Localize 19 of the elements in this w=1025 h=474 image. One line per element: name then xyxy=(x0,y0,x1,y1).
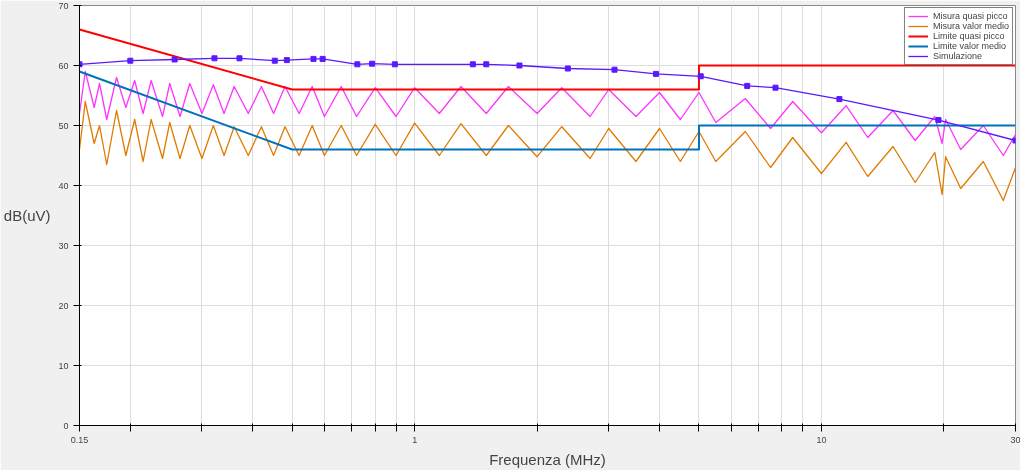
y-tick-label: 20 xyxy=(58,300,69,311)
legend-label: Limite valor medio xyxy=(932,41,1006,51)
y-tick-label: 50 xyxy=(58,120,69,131)
y-tick-label: 40 xyxy=(58,180,69,191)
x-tick-label: 30 xyxy=(1010,434,1021,445)
x-tick-label: 1 xyxy=(412,434,418,445)
legend-label: Misura valor medio xyxy=(932,21,1009,31)
y-tick-label: 0 xyxy=(63,420,69,431)
legend-label: Misura quasi picco xyxy=(932,11,1008,21)
y-tick-label: 60 xyxy=(58,60,69,71)
y-tick-label: 70 xyxy=(58,0,69,11)
y-axis-title: dB(uV) xyxy=(3,207,51,224)
y-tick-label: 30 xyxy=(58,240,69,251)
legend-label: Limite quasi picco xyxy=(932,31,1005,41)
x-axis-title: Frequenza (MHz) xyxy=(489,450,606,468)
legend-label: Simulazione xyxy=(932,51,982,61)
y-tick-label: 10 xyxy=(58,360,69,371)
x-tick-label: 0.15 xyxy=(70,434,89,445)
x-tick-label: 10 xyxy=(816,434,827,445)
